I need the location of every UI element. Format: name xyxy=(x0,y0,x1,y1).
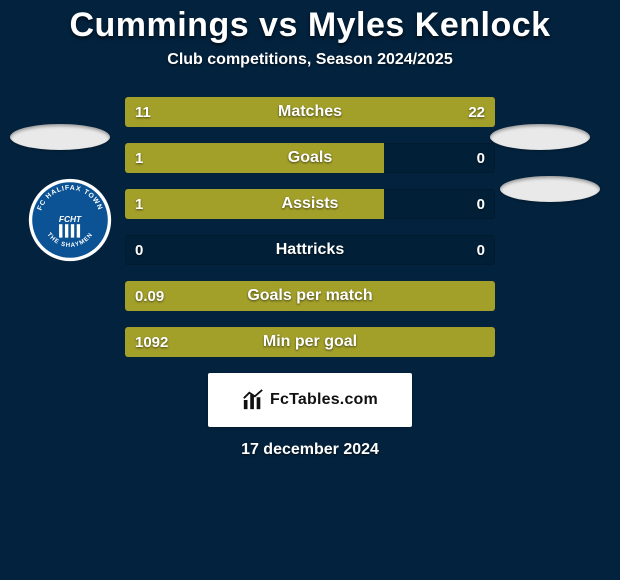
stat-seg-left xyxy=(125,143,384,173)
comparison-infographic: Cummings vs Myles Kenlock Club competiti… xyxy=(0,0,620,580)
stat-seg-left xyxy=(125,281,495,311)
brand-logo-icon xyxy=(242,389,264,411)
player-left-photo-ellipse xyxy=(10,124,110,150)
page-title: Cummings vs Myles Kenlock xyxy=(0,6,620,45)
subtitle: Club competitions, Season 2024/2025 xyxy=(0,51,620,69)
player-right-photo-ellipse-2 xyxy=(500,176,600,202)
comparison-bars: 1122Matches10Goals10Assists00Hattricks0.… xyxy=(125,97,495,357)
brand-text: FcTables.com xyxy=(270,391,378,409)
stat-row-assists: 10Assists xyxy=(125,189,495,219)
stat-label: Hattricks xyxy=(125,235,495,265)
stat-seg-left xyxy=(125,97,247,127)
stat-row-min-per-goal: 1092Min per goal xyxy=(125,327,495,357)
stat-value-left: 0 xyxy=(125,235,153,265)
stat-value-right: 0 xyxy=(467,235,495,265)
stat-row-matches: 1122Matches xyxy=(125,97,495,127)
club-badge-svg: FC HALIFAX TOWN THE SHAYMEN FCHT xyxy=(28,178,112,262)
stat-seg-left xyxy=(125,189,384,219)
date-text: 17 december 2024 xyxy=(0,441,620,459)
player-right-photo-ellipse-1 xyxy=(490,124,590,150)
club-badge: FC HALIFAX TOWN THE SHAYMEN FCHT xyxy=(28,178,112,262)
stat-value-right: 0 xyxy=(467,143,495,173)
stat-value-right: 0 xyxy=(467,189,495,219)
stat-row-goals-per-match: 0.09Goals per match xyxy=(125,281,495,311)
brand-box: FcTables.com xyxy=(208,373,412,427)
stat-seg-right xyxy=(247,97,495,127)
stat-row-goals: 10Goals xyxy=(125,143,495,173)
stat-row-hattricks: 0 0Hattricks xyxy=(125,235,495,265)
stat-seg-left xyxy=(125,327,495,357)
club-badge-center-text: FCHT xyxy=(59,214,82,224)
